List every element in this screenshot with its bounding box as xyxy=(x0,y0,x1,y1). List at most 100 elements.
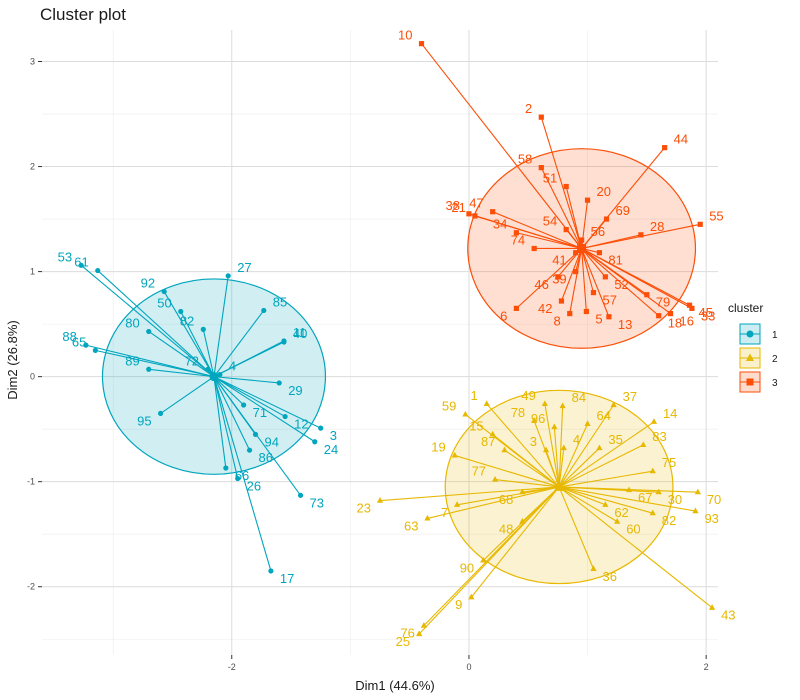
point-label: 25 xyxy=(396,634,410,649)
point-marker xyxy=(596,444,603,451)
y-tick-label: 1 xyxy=(30,267,35,277)
cluster-center-2 xyxy=(554,481,565,491)
point-label: 19 xyxy=(431,439,445,454)
point-spoke xyxy=(558,486,713,609)
point-marker xyxy=(489,430,496,437)
x-tick-label: 0 xyxy=(466,662,471,672)
point-marker xyxy=(225,273,231,279)
point-label: 78 xyxy=(511,405,525,420)
point-marker xyxy=(694,488,701,495)
point-label: 41 xyxy=(552,253,566,268)
point-marker xyxy=(513,305,519,311)
y-axis-title: Dim2 (26.8%) xyxy=(5,320,20,399)
point-marker xyxy=(501,446,508,453)
point-marker xyxy=(584,420,591,427)
point-marker xyxy=(650,418,658,424)
point-spoke xyxy=(558,486,618,523)
point-label: 24 xyxy=(324,442,338,457)
point-marker xyxy=(573,250,579,256)
point-label: 86 xyxy=(259,450,273,465)
point-label: 3 xyxy=(530,434,537,449)
point-marker xyxy=(200,326,206,332)
point-spoke xyxy=(581,218,607,249)
point-label: 4 xyxy=(229,359,236,374)
point-marker xyxy=(472,213,478,219)
point-spoke xyxy=(558,421,655,488)
point-spoke xyxy=(581,234,642,250)
point-marker xyxy=(708,604,716,610)
point-marker xyxy=(282,413,288,420)
point-marker xyxy=(297,492,304,498)
point-marker xyxy=(697,221,703,227)
point-label: 90 xyxy=(460,560,474,575)
point-marker xyxy=(205,366,211,372)
point-spoke xyxy=(581,248,606,278)
point-marker xyxy=(656,313,662,319)
point-spoke xyxy=(540,167,583,249)
point-spoke xyxy=(559,486,698,493)
point-marker xyxy=(590,290,597,296)
point-spoke xyxy=(213,376,272,572)
point-label: 13 xyxy=(618,317,632,332)
point-label: 1 xyxy=(471,388,478,403)
point-spoke xyxy=(581,248,595,293)
point-label: 55 xyxy=(709,208,723,223)
point-label: 74 xyxy=(511,232,525,247)
point-label: 87 xyxy=(481,434,495,449)
point-spoke xyxy=(148,368,215,378)
point-marker xyxy=(235,475,241,482)
point-spoke xyxy=(379,486,560,502)
point-spoke xyxy=(545,449,560,488)
point-spoke xyxy=(504,449,560,488)
point-spoke xyxy=(148,331,215,378)
point-label: 15 xyxy=(469,418,483,433)
point-label: 61 xyxy=(74,255,88,270)
point-marker xyxy=(217,371,223,378)
point-marker xyxy=(655,488,662,495)
point-marker xyxy=(596,250,603,256)
point-label: 51 xyxy=(543,171,557,186)
point-marker xyxy=(312,439,318,445)
point-label: 81 xyxy=(608,253,622,268)
point-marker xyxy=(649,509,656,516)
cluster-center-1 xyxy=(209,372,219,382)
point-label: 93 xyxy=(704,511,718,526)
point-marker xyxy=(453,501,461,507)
point-label: 70 xyxy=(707,492,721,507)
point-label: 69 xyxy=(616,203,630,218)
point-label: 82 xyxy=(180,313,194,328)
point-marker xyxy=(513,230,519,236)
point-spoke xyxy=(213,376,280,384)
legend-label-2: 2 xyxy=(772,354,778,365)
point-spoke xyxy=(558,404,615,488)
point-spoke xyxy=(180,311,215,377)
point-marker xyxy=(746,330,754,338)
point-marker xyxy=(78,262,84,268)
x-axis: -2 0 2 xyxy=(228,655,709,672)
x-tick-label: -2 xyxy=(228,662,236,672)
point-label: 36 xyxy=(602,569,616,584)
point-spoke xyxy=(97,270,215,378)
point-marker xyxy=(92,347,98,353)
point-label: 34 xyxy=(493,217,507,232)
point-label: 73 xyxy=(310,495,324,510)
point-spoke xyxy=(213,340,285,378)
point-spoke xyxy=(80,264,215,378)
point-label: 53 xyxy=(58,249,72,264)
point-spoke xyxy=(213,376,321,429)
point-spoke xyxy=(492,433,560,488)
point-spoke xyxy=(581,248,660,317)
point-label: 35 xyxy=(608,432,622,447)
cluster-center-3 xyxy=(577,243,587,253)
point-marker xyxy=(538,114,544,120)
point-label: 63 xyxy=(404,518,418,533)
point-spoke xyxy=(557,248,583,278)
point-label: 29 xyxy=(288,383,302,398)
point-spoke xyxy=(558,486,606,506)
point-spoke xyxy=(540,117,583,249)
point-label: 14 xyxy=(663,406,677,421)
point-spoke xyxy=(202,329,215,377)
point-label: 18 xyxy=(668,316,682,331)
